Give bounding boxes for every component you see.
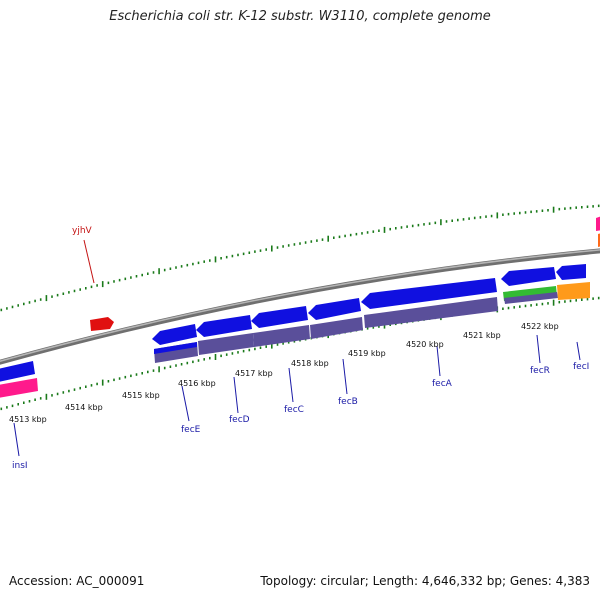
gene-label-fecE[interactable]: fecE [181,425,201,435]
accession-text: Accession: AC_000091 [9,574,145,588]
gene-label-fecD[interactable]: fecD [229,415,250,425]
gene-label-insI[interactable]: insI [12,461,28,471]
gene-label-fecB[interactable]: fecB [338,397,358,407]
feature-fecB-cds[interactable] [308,298,361,320]
leader-fecD [233,376,239,414]
feature-fecI-cds[interactable] [556,264,586,280]
feature-fecA-gene[interactable] [364,297,498,328]
genome-backbone [0,248,600,365]
feature-fecB-gene[interactable] [310,317,363,339]
feature-yjhV[interactable] [90,317,114,331]
feature-fecR-cds[interactable] [501,267,556,286]
feature-fecE-gene-blue[interactable] [154,342,197,354]
leader-insI [13,422,20,457]
feature-track [0,216,600,398]
tick-label-4517: 4517 kbp [235,369,273,378]
feature-fecC-gene[interactable] [253,325,310,347]
feature-fecI-orange[interactable] [557,282,590,300]
backbone-group [0,248,600,365]
feature-insI-cds[interactable] [0,361,35,382]
map-title: Escherichia coli str. K-12 substr. W3110… [109,9,491,24]
leader-fecB [342,358,348,395]
tick-label-4515: 4515 kbp [122,391,160,400]
leader-fecE [181,385,190,422]
genome-stats-text: Topology: circular; Length: 4,646,332 bp… [260,574,590,588]
leader-yjhV [83,239,95,284]
tick-label-4519: 4519 kbp [348,349,386,358]
tick-label-4516: 4516 kbp [178,379,216,388]
upper-tick-row [0,204,600,312]
feature-fecC-cds[interactable] [251,306,308,328]
tick-label-4522: 4522 kbp [521,322,559,331]
feature-fecD-cds[interactable] [196,315,252,337]
feature-fecD-gene[interactable] [198,333,254,355]
kbp-labels: 4513 kbp 4514 kbp 4515 kbp 4516 kbp 4517… [9,322,559,424]
gene-labels: insI fecE fecD fecC fecB fecA fecR fecI … [12,226,589,471]
feature-fecR-gene[interactable] [504,292,558,304]
leader-fecI [576,341,581,361]
tick-label-4514: 4514 kbp [65,403,103,412]
gene-label-yjhV[interactable]: yjhV [72,226,93,236]
leader-fecR [536,334,541,364]
feature-fecA-cds[interactable] [361,278,497,309]
tick-label-4518: 4518 kbp [291,359,329,368]
tick-label-4521: 4521 kbp [463,331,501,340]
label-leaders [13,239,581,457]
genome-backbone-highlight [0,249,600,363]
tick-label-4520: 4520 kbp [406,340,444,349]
tick-label-4513: 4513 kbp [9,415,47,424]
leader-fecA [436,345,441,377]
gene-label-fecA[interactable]: fecA [432,379,453,389]
feature-fecE-cds[interactable] [152,324,197,345]
feature-insI-pseudo[interactable] [0,378,38,398]
leader-fecC [288,367,294,403]
gene-label-fecI[interactable]: fecI [573,362,589,372]
gene-label-fecR[interactable]: fecR [530,366,550,376]
gene-label-fecC[interactable]: fecC [284,405,304,415]
feature-right-edge-pink[interactable] [596,216,600,231]
